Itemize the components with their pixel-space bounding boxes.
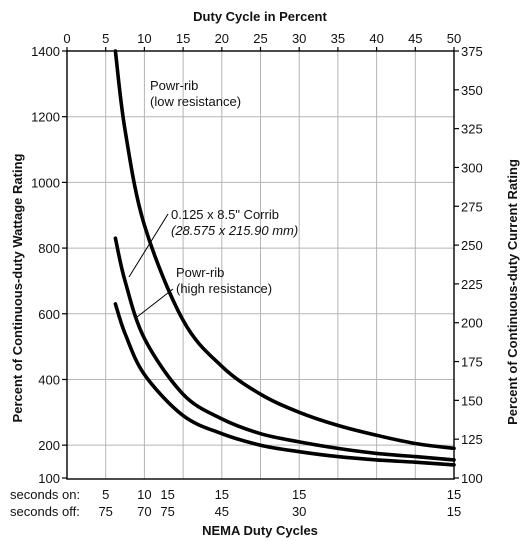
x-tick-label: 25 bbox=[253, 31, 267, 46]
y2-tick-label: 125 bbox=[461, 432, 483, 447]
x-tick-label: 15 bbox=[176, 31, 190, 46]
nema-row-value: 5 bbox=[102, 487, 109, 502]
nema-row-value: 75 bbox=[98, 504, 112, 519]
y2-tick-label: 175 bbox=[461, 355, 483, 370]
y-tick-label: 400 bbox=[38, 372, 60, 387]
y2-tick-label: 225 bbox=[461, 277, 483, 292]
y2-tick-label: 300 bbox=[461, 160, 483, 175]
x-tick-label: 0 bbox=[63, 31, 70, 46]
nema-row-value: 30 bbox=[292, 504, 306, 519]
axis-tick-labels: 0 5 10 15 20 25 30 35 40 45 50 100 200 400 600 800 1000 1… bbox=[10, 31, 483, 519]
y2-axis-label: Percent of Continuous-duty Current Ratin… bbox=[505, 159, 520, 425]
x-tick-label: 40 bbox=[369, 31, 383, 46]
nema-row-value: 45 bbox=[215, 504, 229, 519]
y2-tick-label: 100 bbox=[461, 471, 483, 486]
y2-tick-label: 275 bbox=[461, 199, 483, 214]
nema-row-label: seconds on: bbox=[10, 487, 80, 502]
grid-lines bbox=[67, 51, 454, 479]
y-tick-label: 1000 bbox=[31, 175, 60, 190]
x-axis-label: NEMA Duty Cycles bbox=[202, 523, 318, 538]
nema-row-value: 70 bbox=[137, 504, 151, 519]
axis-ticks bbox=[62, 47, 459, 479]
nema-row-value: 10 bbox=[137, 487, 151, 502]
annotation-text: (28.575 x 215.90 mm) bbox=[171, 223, 298, 238]
annotation-text: (low resistance) bbox=[150, 94, 241, 109]
curves bbox=[113, 49, 456, 467]
y2-tick-label: 150 bbox=[461, 393, 483, 408]
nema-row-value: 15 bbox=[292, 487, 306, 502]
x-tick-label: 10 bbox=[137, 31, 151, 46]
chart-title: Duty Cycle in Percent bbox=[193, 9, 327, 24]
nema-row-value: 15 bbox=[215, 487, 229, 502]
y2-tick-label: 325 bbox=[461, 122, 483, 137]
x-tick-label: 35 bbox=[331, 31, 345, 46]
leader-line-high-resistance bbox=[136, 288, 174, 318]
nema-row-label: seconds off: bbox=[10, 504, 80, 519]
y-tick-label: 600 bbox=[38, 307, 60, 322]
nema-row-value: 75 bbox=[160, 504, 174, 519]
nema-row-value: 15 bbox=[160, 487, 174, 502]
y-tick-label: 1400 bbox=[31, 44, 60, 59]
annotation-text: Powr-rib bbox=[150, 78, 198, 93]
y2-tick-label: 375 bbox=[461, 44, 483, 59]
y2-tick-label: 250 bbox=[461, 238, 483, 253]
y-tick-label: 1200 bbox=[31, 110, 60, 125]
y-tick-label: 100 bbox=[38, 471, 60, 486]
curve-powr-rib-low-resistance bbox=[113, 49, 456, 451]
x-tick-label: 45 bbox=[408, 31, 422, 46]
annotation-text: Powr-rib bbox=[176, 265, 224, 280]
y2-tick-label: 350 bbox=[461, 83, 483, 98]
y-axis-label: Percent of Continuous-duty Wattage Ratin… bbox=[10, 153, 25, 422]
y2-tick-label: 200 bbox=[461, 316, 483, 331]
x-tick-label: 30 bbox=[292, 31, 306, 46]
curve-corrib bbox=[113, 236, 456, 462]
curve-powr-rib-high-resistance bbox=[113, 302, 456, 467]
x-tick-label: 20 bbox=[215, 31, 229, 46]
x-tick-label: 50 bbox=[447, 31, 461, 46]
nema-row-value: 15 bbox=[447, 504, 461, 519]
y-tick-label: 200 bbox=[38, 438, 60, 453]
x-tick-label: 5 bbox=[102, 31, 109, 46]
y-tick-label: 800 bbox=[38, 241, 60, 256]
annotation-text: (high resistance) bbox=[176, 281, 272, 296]
nema-row-value: 15 bbox=[447, 487, 461, 502]
annotations: Powr-rib(low resistance)0.125 x 8.5" Cor… bbox=[128, 78, 298, 318]
annotation-text: 0.125 x 8.5" Corrib bbox=[171, 207, 279, 222]
leader-line-corrib bbox=[128, 213, 169, 278]
